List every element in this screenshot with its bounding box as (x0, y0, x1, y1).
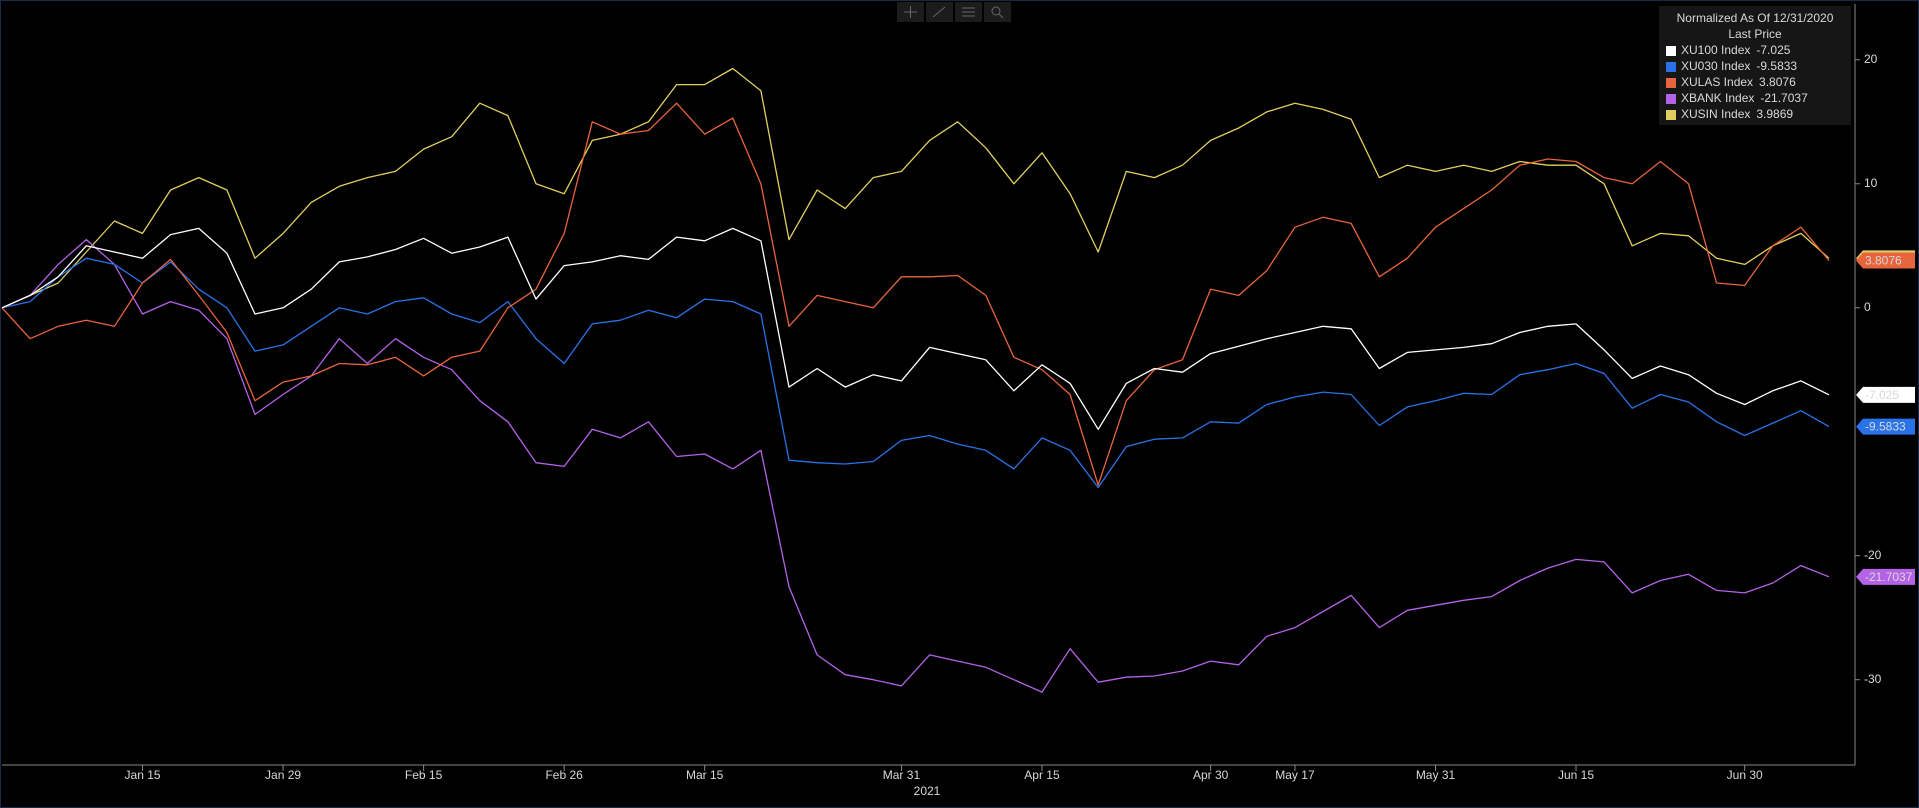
legend-name: XU030 Index (1681, 59, 1750, 73)
x-tick-label: May 17 (1275, 768, 1315, 782)
x-tick-label: Mar 31 (883, 768, 921, 782)
legend-entry: XU030 Index -9.5833 (1681, 59, 1797, 73)
legend-name: XULAS Index (1681, 75, 1753, 89)
legend: Normalized As Of 12/31/2020 Last Price XU1… (1659, 6, 1851, 125)
legend-value: -7.025 (1756, 43, 1790, 57)
series-line (1, 238, 1830, 693)
legend-entry: XUSIN Index 3.9869 (1681, 107, 1793, 121)
icon (962, 7, 975, 17)
legend-box (1659, 6, 1851, 125)
icon (904, 6, 917, 18)
x-tick-label: Feb 26 (545, 768, 583, 782)
y-tick-label: 0 (1864, 300, 1871, 314)
legend-value: -21.7037 (1760, 91, 1808, 105)
legend-name: XBANK Index (1681, 91, 1754, 105)
last-value-tag (1856, 418, 1915, 435)
y-tick-label: 20 (1864, 52, 1878, 66)
x-tick-label: Apr 15 (1024, 768, 1060, 782)
legend-value: 3.8076 (1759, 75, 1796, 89)
last-value-label: -21.7037 (1865, 570, 1913, 584)
toolbar (897, 2, 1011, 22)
x-tick-label: May 31 (1416, 768, 1456, 782)
series-line (1, 102, 1830, 486)
icon (991, 6, 1001, 16)
x-tick-label: Jun 15 (1558, 768, 1594, 782)
legend-entry: XULAS Index 3.8076 (1681, 75, 1796, 89)
legend-swatch (1666, 78, 1676, 88)
last-value-label: -9.5833 (1865, 420, 1906, 434)
series-line (1, 257, 1830, 489)
legend-swatch (1666, 46, 1676, 56)
legend-title: Normalized As Of 12/31/2020 (1677, 11, 1834, 25)
legend-value: 3.9869 (1756, 107, 1793, 121)
tool-zoom[interactable] (984, 2, 1011, 22)
legend-swatch (1666, 62, 1676, 72)
legend-swatch (1666, 94, 1676, 104)
legend-name: XUSIN Index (1681, 107, 1750, 121)
series-line (1, 67, 1830, 309)
series-line (1, 227, 1830, 430)
last-value-tag (1856, 386, 1915, 403)
x-tick-label: Jun 30 (1727, 768, 1763, 782)
legend-swatch (1666, 110, 1676, 120)
y-tick-label: 10 (1864, 176, 1878, 190)
x-tick-label: Apr 30 (1193, 768, 1229, 782)
icon (998, 13, 1004, 19)
legend-value: -9.5833 (1756, 59, 1797, 73)
last-value-label: 3.8076 (1865, 254, 1902, 268)
x-axis-label: 2021 (914, 784, 941, 798)
legend-entry: XU100 Index -7.025 (1681, 43, 1791, 57)
x-tick-label: Jan 29 (265, 768, 301, 782)
legend-subtitle: Last Price (1728, 27, 1782, 41)
legend-name: XU100 Index (1681, 43, 1750, 57)
x-tick-label: Jan 15 (125, 768, 161, 782)
x-tick-label: Feb 15 (405, 768, 443, 782)
last-value-label: -7.025 (1865, 388, 1899, 402)
legend-entry: XBANK Index -21.7037 (1681, 91, 1808, 105)
x-tick-label: Mar 15 (686, 768, 724, 782)
y-tick-label: -30 (1864, 672, 1882, 686)
last-value-tag (1856, 568, 1915, 585)
last-value-tag (1856, 252, 1915, 269)
y-tick-label: -20 (1864, 548, 1882, 562)
icon (932, 6, 946, 18)
